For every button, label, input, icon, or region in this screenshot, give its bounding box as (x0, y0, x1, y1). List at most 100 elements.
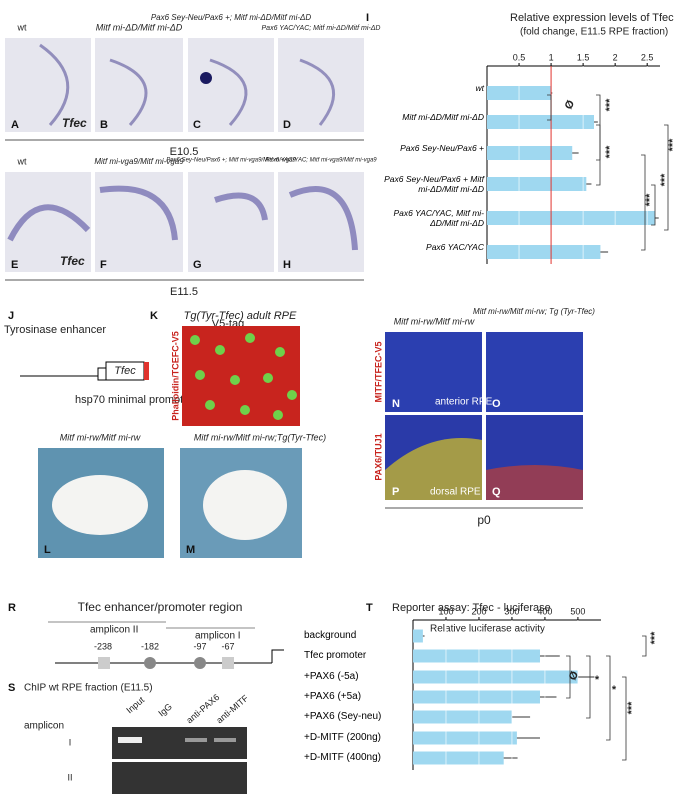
panel-letter: O (492, 398, 501, 410)
significance-bracket (606, 655, 611, 741)
significance-label: *** (604, 145, 616, 159)
category-label: background (304, 630, 357, 641)
label: amplicon (24, 721, 64, 732)
mouse (52, 475, 148, 535)
label: amplicon II (90, 625, 138, 636)
site (222, 657, 234, 669)
band (185, 738, 207, 742)
chart-title: Reporter assay: Tfec - luciferase (392, 602, 551, 614)
micrograph (486, 332, 583, 412)
label: Mitf mi-rw/Mitf mi-rw; Tg (Tyr-Tfec) (473, 307, 595, 316)
x-tick-label: 1 (549, 52, 554, 62)
panel-letter: H (283, 259, 291, 271)
label: Tfec enhancer/promoter region (78, 600, 243, 614)
panel-letter: B (100, 119, 108, 131)
label: Mitf mi-rw/Mitf mi-rw (394, 316, 475, 326)
layer (486, 465, 583, 500)
row-label: I (69, 737, 72, 747)
label: Mitf mi-rw/Mitf mi-rw (60, 432, 141, 442)
x-tick-label: 2.5 (641, 52, 654, 62)
panel-letter: C (193, 119, 201, 131)
site-label: -182 (141, 641, 159, 651)
x-tick-label: 400 (537, 606, 552, 616)
row-label: II (67, 772, 72, 782)
site-label: -67 (221, 641, 234, 651)
bar (487, 245, 601, 259)
panel-letter: K (150, 310, 158, 322)
mouse (203, 470, 287, 540)
site (98, 657, 110, 669)
label: wt (17, 156, 27, 166)
label: Pax6 YAC/YAC; Mitf mi-ΔD/Mitf mi-ΔD (262, 25, 381, 32)
label: Tyrosinase enhancer (4, 324, 106, 336)
panel-letter: Q (492, 486, 501, 498)
panel-letter: N (392, 398, 400, 410)
significance-bracket (651, 184, 656, 226)
panel-letter: J (8, 310, 14, 322)
label: Tfec (114, 365, 136, 377)
label: Pax6 YAC/YAC; Mitf mi-vga9/Mitf mi-vga9 (265, 158, 377, 164)
category-label: +PAX6 (-5a) (304, 671, 359, 682)
band (214, 738, 236, 742)
category-label: Mitf mi-ΔD/Mitf mi-ΔD (402, 112, 484, 122)
bar (487, 115, 595, 129)
stain-label: MITF/TFEC-V5 (373, 342, 383, 403)
site (194, 657, 206, 669)
significance-bracket (596, 94, 601, 161)
bar (413, 751, 504, 765)
region-label: dorsal RPE (430, 487, 481, 498)
site (144, 657, 156, 669)
category-label: Pax6 Sey-Neu/Pax6 + (400, 143, 484, 153)
chart-title: Relative expression levels of Tfec (510, 12, 674, 24)
panel-letter: G (193, 259, 202, 271)
micrograph (385, 332, 482, 412)
significance-label: *** (644, 193, 656, 207)
category-label: wt (475, 83, 485, 93)
bar (487, 146, 573, 160)
gene-label: Tfec (62, 116, 87, 130)
label: Mitf mi-vga9/Mitf mi-vga9 (94, 157, 184, 166)
bar (413, 731, 517, 745)
significance-bracket (596, 124, 601, 186)
panel-letter: I (366, 12, 369, 24)
label: wt (17, 22, 27, 32)
lane-label: Input (124, 695, 146, 716)
x-tick-label: 200 (471, 606, 486, 616)
significance-label: *** (604, 98, 616, 112)
significance-label: * (612, 684, 617, 696)
x-tick-label: 500 (570, 606, 585, 616)
row1-images (5, 38, 364, 132)
category-label: Pax6 Sey-Neu/Pax6 + Mitf mi-ΔD/Mitf mi-Δ… (384, 174, 484, 194)
tissue-outline (7, 185, 358, 251)
promoter-box (97, 367, 107, 381)
panel-letter: D (283, 119, 291, 131)
chart-subtitle: Relative luciferase activity (430, 624, 545, 635)
significance-label: *** (667, 138, 679, 152)
stage: E10.5 (170, 146, 199, 158)
nuclei (190, 333, 297, 420)
x-tick-label: 0.5 (513, 52, 526, 62)
x-tick-label: 100 (438, 606, 453, 616)
significance-label: *** (626, 701, 638, 715)
label: ChIP wt RPE fraction (E11.5) (24, 683, 153, 694)
category-label: +D-MITF (200ng) (304, 732, 381, 743)
site-label: -97 (193, 641, 206, 651)
label: Mitf mi-ΔD/Mitf mi-ΔD (96, 22, 183, 32)
stage: E11.5 (170, 286, 198, 298)
panel-letter: F (100, 259, 107, 271)
category-label: +PAX6 (Sey-neu) (304, 711, 382, 722)
panel-letter: R (8, 602, 16, 614)
bar (413, 690, 540, 704)
gel (112, 762, 247, 794)
panel-letter: L (44, 544, 51, 556)
x-tick-label: 1.5 (577, 52, 590, 62)
significance-bracket (566, 655, 571, 699)
site-label: -238 (94, 641, 112, 651)
tss-arrow (271, 649, 284, 663)
bar (413, 710, 512, 724)
bar (487, 177, 587, 191)
lane-label: anti-MITF (214, 693, 250, 726)
panel-letter: S (8, 682, 15, 694)
category-label: +PAX6 (+5a) (304, 691, 362, 702)
